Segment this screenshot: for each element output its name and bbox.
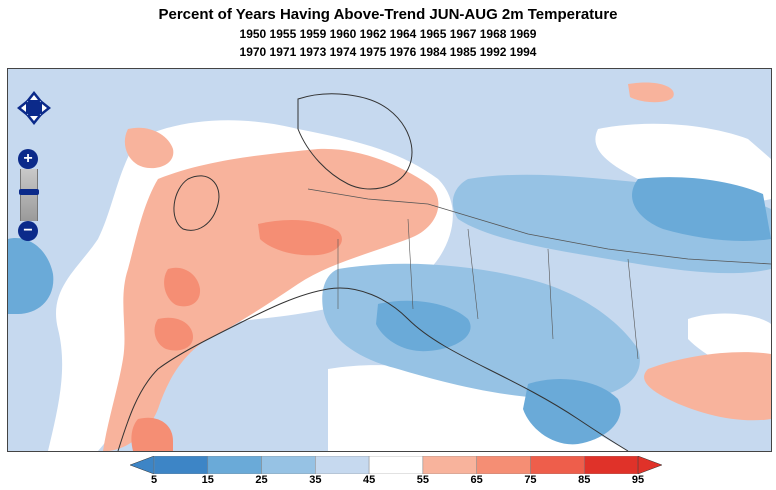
warm-region-west-europe	[103, 148, 439, 451]
legend-arrow-low	[129, 455, 155, 475]
legend-bin-45-55	[368, 455, 424, 475]
hot-region-germany	[258, 219, 342, 256]
warm-region-arctic	[628, 82, 674, 103]
arctic-region	[8, 69, 771, 189]
legend-tick-label: 25	[255, 474, 268, 486]
hot-region-france	[164, 267, 201, 307]
temperature-map	[8, 69, 771, 451]
title-block: Percent of Years Having Above-Trend JUN-…	[0, 5, 776, 61]
map-viewport[interactable]: + −	[7, 68, 772, 452]
cold-region-anatolia	[523, 379, 621, 445]
legend-arrow-high	[637, 455, 663, 475]
legend-tick-label: 55	[416, 474, 429, 486]
coastline-scandinavia	[297, 93, 413, 190]
coastline-british-isles	[173, 175, 220, 231]
legend-tick-label: 85	[578, 474, 591, 486]
legend-tick-labels: 5 15 25 35 45 55 65 75 85 95	[130, 474, 662, 488]
legend-tick-label: 15	[201, 474, 214, 486]
zoom-track[interactable]	[19, 169, 39, 221]
legend-bin-65-75	[476, 455, 531, 475]
zoom-slider-handle[interactable]	[19, 189, 39, 195]
years-line-1: 1950 1955 1959 1960 1962 1964 1965 1967 …	[239, 27, 537, 41]
legend-bin-15-25	[207, 455, 262, 475]
pan-control[interactable]	[17, 91, 51, 125]
border-lines	[307, 188, 771, 265]
map-title: Percent of Years Having Above-Trend JUN-…	[158, 6, 618, 23]
zoom-in-button[interactable]: +	[18, 149, 38, 169]
years-line-2: 1970 1971 1973 1974 1975 1976 1984 1985 …	[239, 45, 537, 59]
cold-region-aegean	[376, 300, 471, 352]
warm-region-iceland	[124, 127, 174, 169]
hot-region-iberia	[154, 317, 193, 351]
legend-tick-label: 75	[524, 474, 537, 486]
legend-tick-label: 45	[362, 474, 376, 486]
cold-region-urals	[632, 177, 771, 241]
warm-region-caspian	[644, 352, 771, 421]
border-lines-ns	[337, 218, 639, 360]
legend-bin-75-85	[530, 455, 585, 475]
legend-bin-5-15	[153, 455, 209, 475]
zoom-out-button[interactable]: −	[18, 221, 38, 241]
cool-region-balkans	[322, 263, 640, 399]
legend-bin-55-65	[422, 455, 477, 475]
legend-tick-label: 95	[631, 474, 645, 486]
coastline-mediterranean	[117, 287, 629, 451]
pan-arrows-icon[interactable]	[17, 91, 51, 125]
cold-region-atlantic	[8, 238, 54, 314]
legend-colorbar	[129, 455, 663, 475]
legend-bin-25-35	[261, 455, 316, 475]
legend-bin-35-45	[315, 455, 370, 475]
legend-tick-label: 5	[150, 474, 158, 486]
zoom-control: + −	[18, 149, 39, 241]
color-legend: 5 15 25 35 45 55 65 75 85 95	[129, 455, 663, 488]
legend-tick-label: 35	[309, 474, 322, 486]
hot-region-morocco	[131, 417, 173, 451]
legend-tick-label: 65	[470, 474, 483, 486]
legend-bin-85-95	[583, 455, 639, 475]
